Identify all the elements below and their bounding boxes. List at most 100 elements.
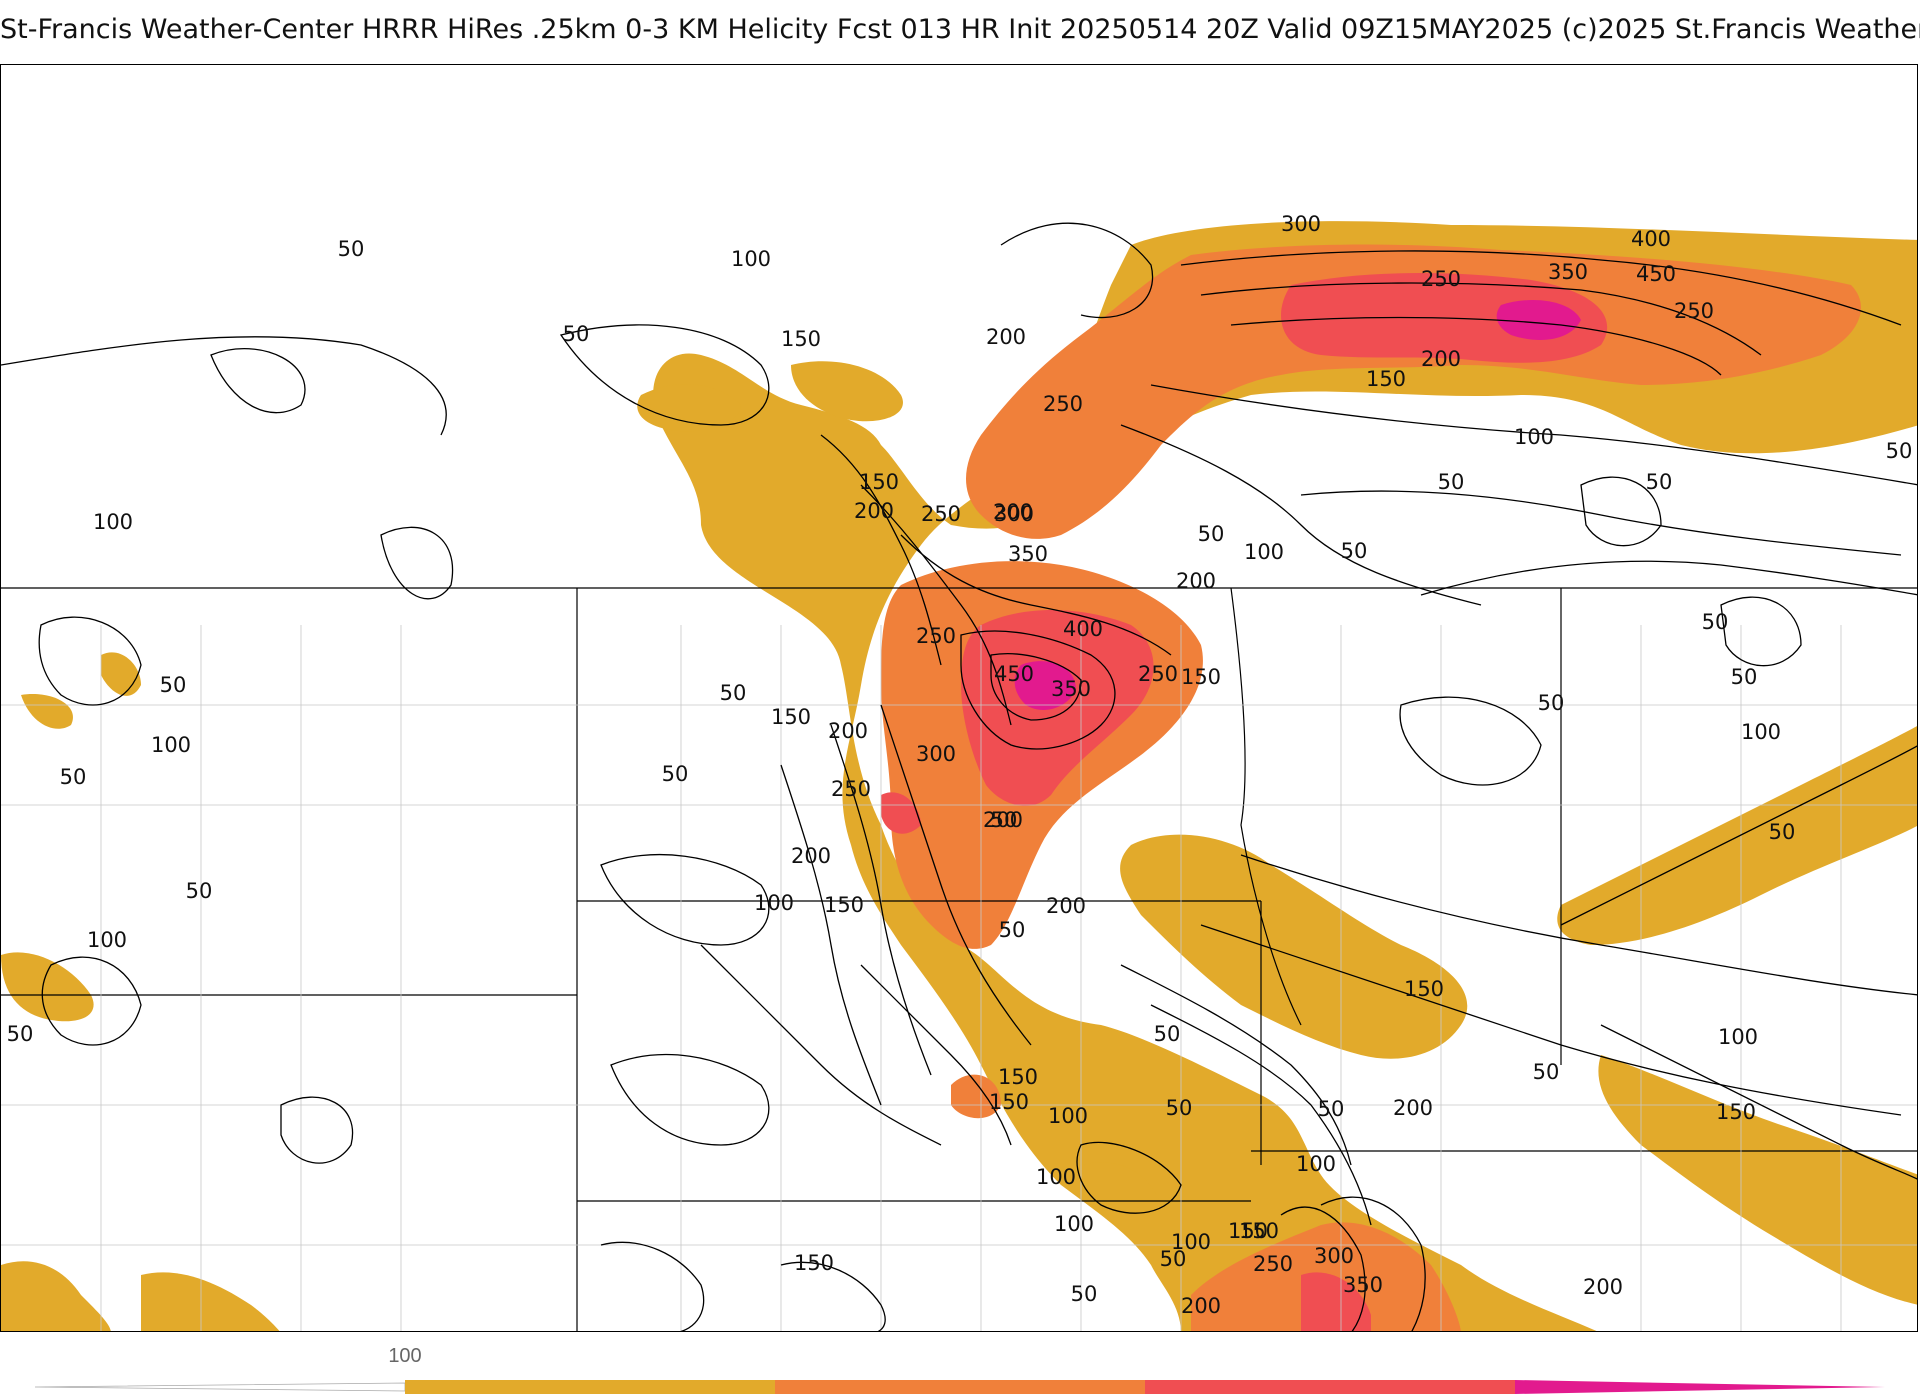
contour-label: 100 [1036,1165,1076,1189]
contour-line [820,434,942,666]
colorbar-segment-2 [775,1380,1145,1394]
contour-label: 350 [1051,677,1091,701]
colorbar-segment-4 [1515,1380,1885,1394]
contour-label: 150 [998,1065,1038,1089]
map-title: St-Francis Weather-Center HRRR HiRes .25… [0,14,1920,45]
contour-label: 100 [151,733,191,757]
fill-100-200 [1120,834,1468,1059]
colorbar-segment-1 [405,1380,775,1394]
contour-line [1420,560,1917,596]
contour-line [1320,1196,1426,1331]
contour-label: 100 [1514,425,1554,449]
fill-300-400 [881,792,921,834]
contour-line [380,526,454,600]
contour-label: 100 [87,928,127,952]
contour-label: 300 [1281,212,1321,236]
contour-label: 150 [771,705,811,729]
contour-label: 100 [1718,1025,1758,1049]
contour-label: 100 [731,247,771,271]
contour-label: 250 [921,502,961,526]
contour-line [38,616,142,706]
county-grid [1,625,1917,1331]
contour-label: 400 [1631,227,1671,251]
contour-label: 50 [7,1022,34,1046]
contour-label: 350 [1343,1273,1383,1297]
contour-label: 250 [1138,662,1178,686]
contour-line [210,348,306,414]
contour-label: 300 [1314,1244,1354,1268]
contour-label: 50 [1160,1247,1187,1271]
contour-line [1150,384,1917,486]
contour-label: 50 [1318,1097,1345,1121]
contour-label: 150 [989,1090,1029,1114]
contour-label: 50 [1886,439,1913,463]
contour-label: 50 [662,762,689,786]
contour-label: 200 [854,499,894,523]
contour-label: 50 [338,237,365,261]
contour-label: 350 [1008,542,1048,566]
contour-line [1720,596,1802,667]
fill-400-500 [1496,300,1581,340]
contour-label: 100 [1296,1152,1336,1176]
fill-100-200 [791,361,903,422]
fill-300-400 [1301,1272,1371,1331]
contour-label: 100 [1741,720,1781,744]
contour-label: 50 [563,322,590,346]
fill-100-200 [101,652,141,696]
contour-label: 50 [186,879,213,903]
fill-100-200 [1074,1162,1161,1220]
contour-label: 300 [916,742,956,766]
contour-label: 50 [1438,470,1465,494]
contour-line [1600,1024,1917,1180]
contour-line [1240,854,1917,996]
contour-label: 150 [859,470,899,494]
contour-line [559,324,770,426]
contour-label: 150 [1716,1100,1756,1124]
contour-line [860,964,1012,1146]
contour-label: 250 [831,777,871,801]
contour-line [41,956,142,1046]
contour-label: 250 [1674,299,1714,323]
contour-label: 150 [1404,977,1444,1001]
contour-line [700,944,942,1146]
contour-line [830,724,932,1076]
fill-200-300 [951,1074,1001,1119]
contour-line [610,1054,770,1146]
contour-label: 50 [1538,691,1565,715]
contour-label: 150 [1366,367,1406,391]
contour-label: 450 [994,662,1034,686]
contour-line [1180,250,1902,326]
contour-label: 200 [983,808,1023,832]
contour-label: 200 [1421,347,1461,371]
contour-label: 250 [916,624,956,648]
colorbar-tick-label: 100 [388,1345,422,1367]
contour-label: 50 [1702,610,1729,634]
contour-line [1580,476,1662,547]
contour-label: 150 [1239,1219,1279,1243]
contour-label: 50 [1198,522,1225,546]
fill-200-300 [966,244,1861,539]
contour-line [880,704,1032,1046]
contour-label: 50 [1154,1022,1181,1046]
contour-label: 50 [999,918,1026,942]
fill-100-200 [1,952,94,1022]
fill-100-200 [141,1272,280,1331]
contour-line [860,484,1012,726]
contour-line [1230,316,1722,376]
contour-line [780,764,882,1106]
colorbar-under-triangle [35,1382,406,1392]
contour-label: 200 [1176,569,1216,593]
contour-label: 50 [1533,1060,1560,1084]
contour-line [1399,696,1542,786]
contour-line [1120,964,1352,1166]
state-boundary [1230,587,1302,1026]
colorbar [35,1380,1885,1394]
contour-label: 50 [160,673,187,697]
contour-label: 150 [1181,665,1221,689]
contour-line [280,1096,354,1164]
contour-line [600,853,770,946]
contour-line [1300,490,1902,556]
contour-label: 250 [1043,392,1083,416]
fill-300-400 [961,610,1154,806]
contour-label: 300 [994,502,1034,526]
